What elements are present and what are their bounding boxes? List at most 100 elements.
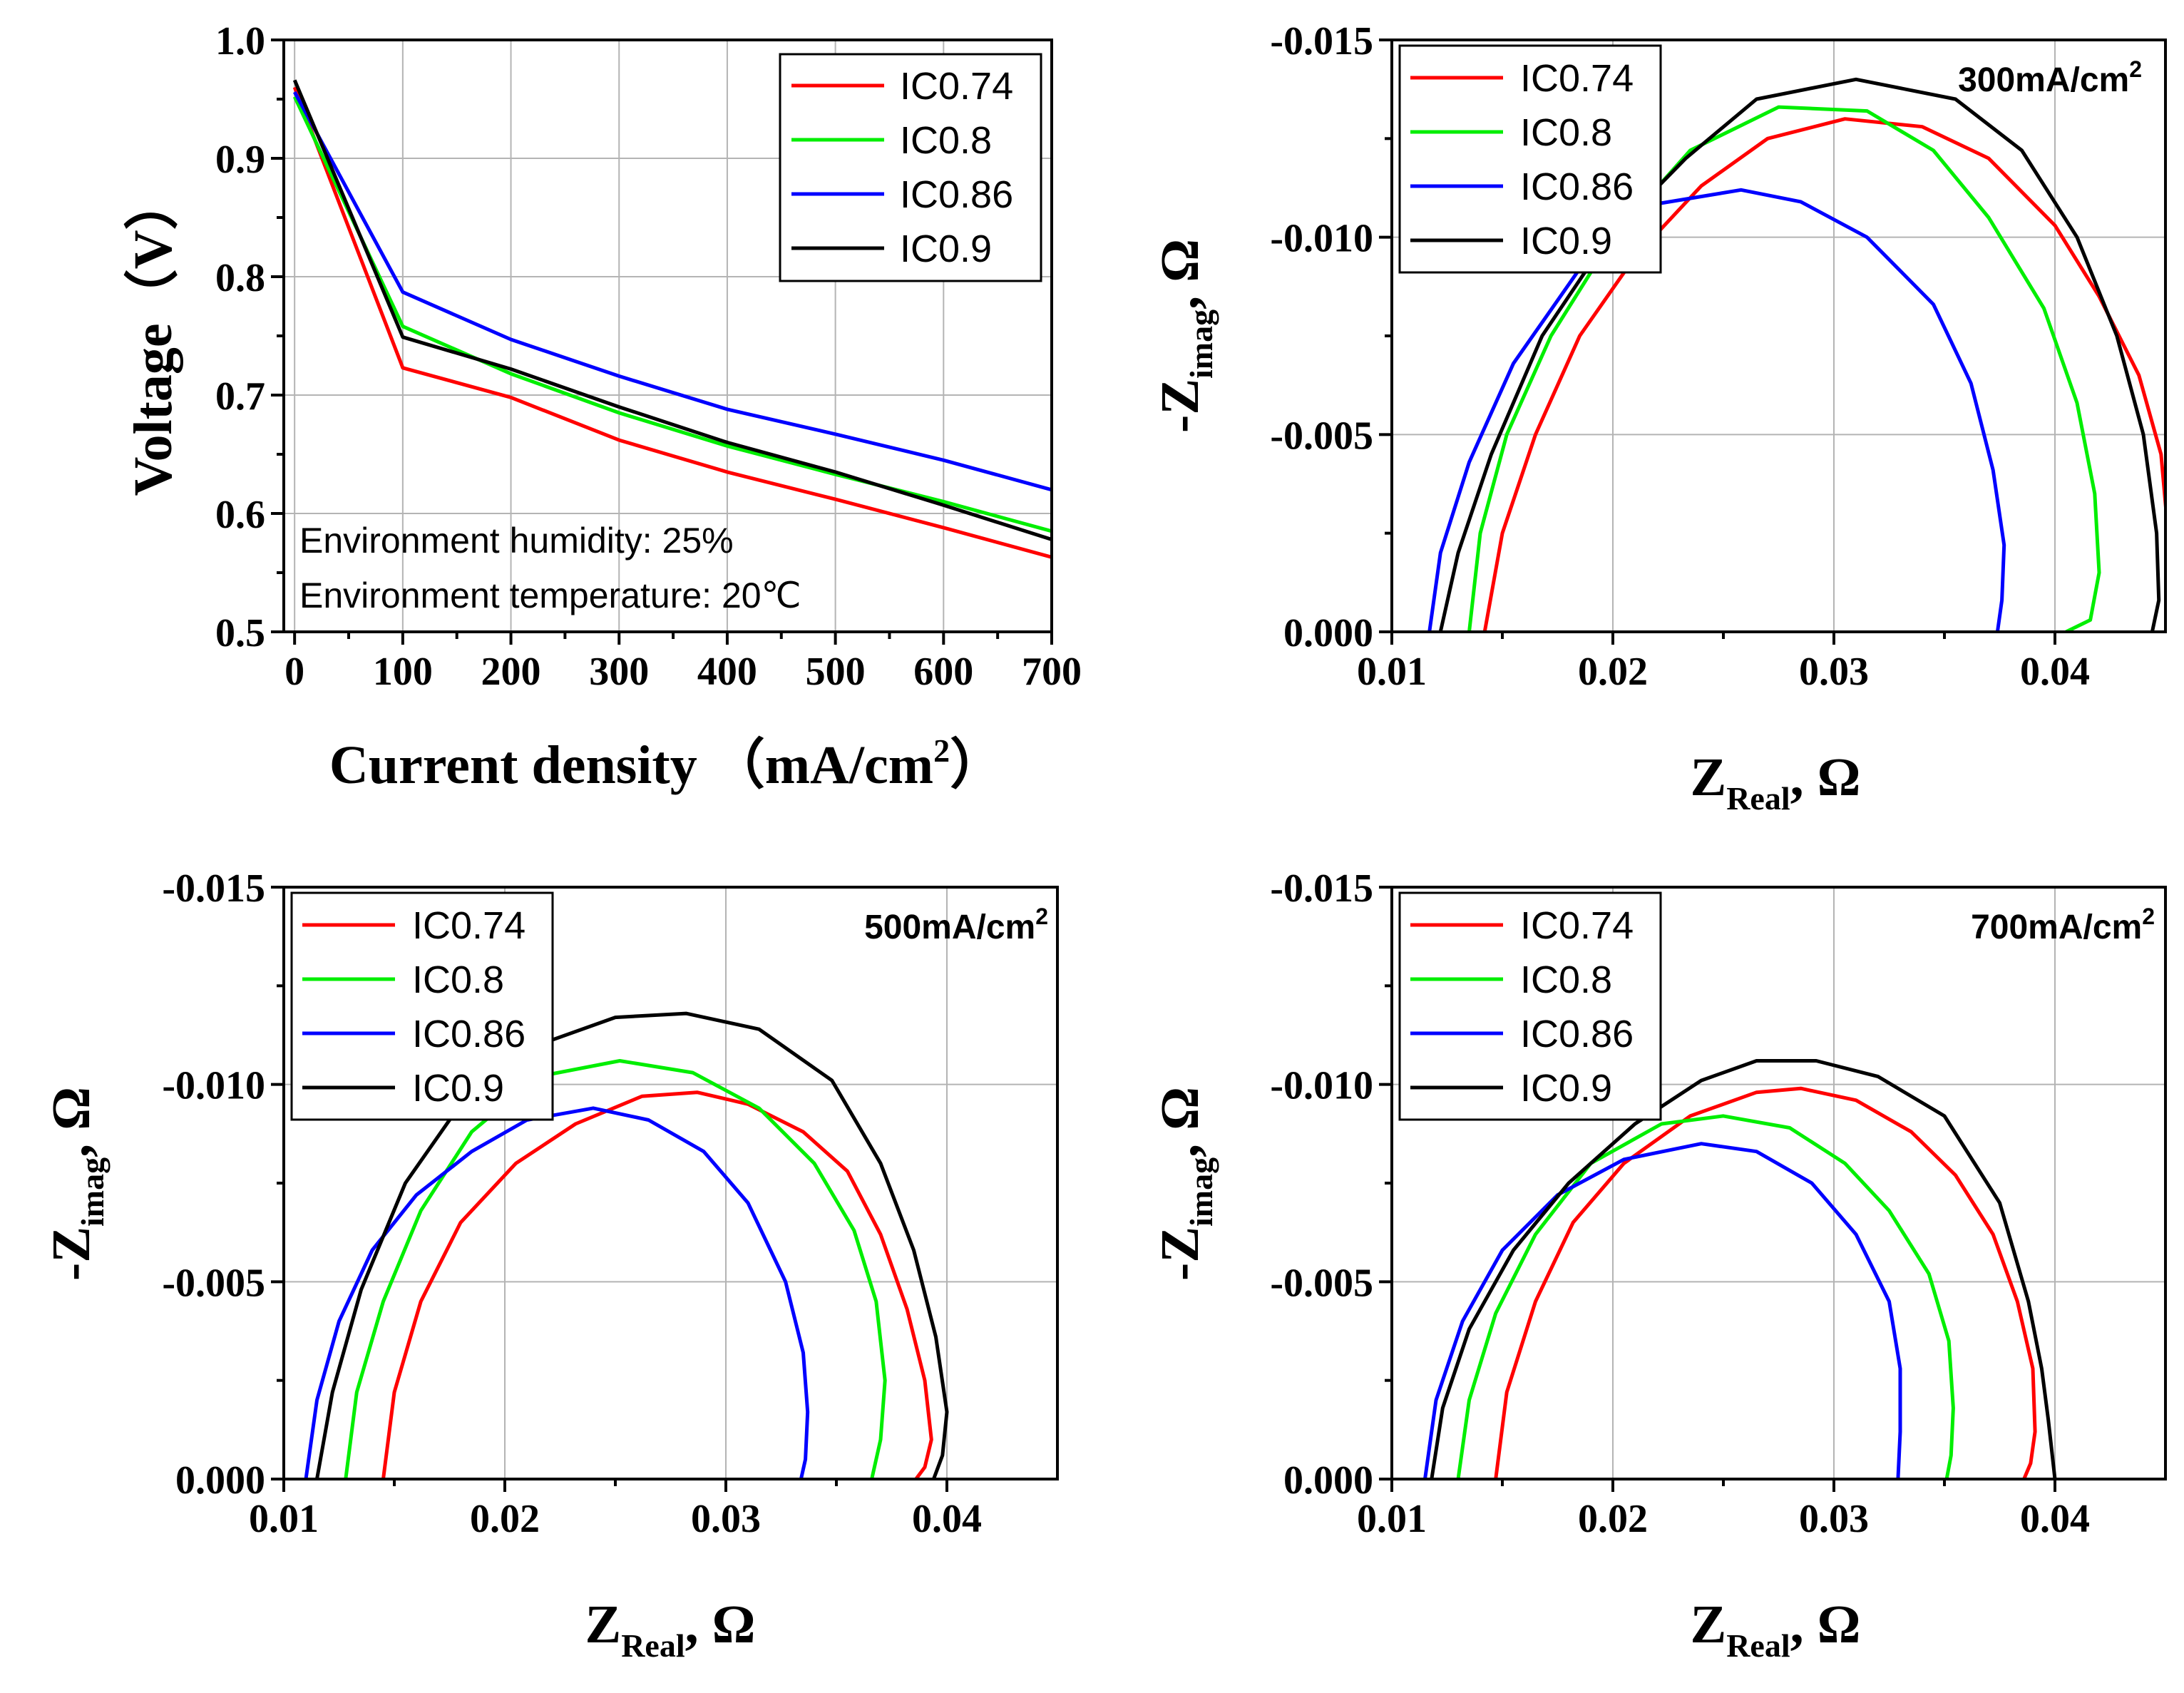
y-tick-label: 1.0 [215,19,265,63]
y-tick-label: -0.015 [1270,866,1373,911]
y-tick-label: -0.015 [162,866,265,911]
y-tick-label: 0.5 [215,611,265,655]
x-tick-label: 0.04 [2020,650,2090,694]
x-axis-title-text: Z [585,1595,622,1654]
x-tick-label: 0.03 [1799,650,1869,694]
series-line-ic074 [292,86,1052,559]
y-axis-title-end: , Ω [1150,1087,1210,1157]
y-tick-label: 0.7 [215,374,265,419]
y-tick-label: -0.015 [1270,19,1373,63]
y-tick-label: -0.005 [1270,1261,1373,1305]
legend: IC0.74 IC0.8 IC0.86 IC0.9 [779,53,1042,282]
x-tick-label: 500 [806,650,866,694]
current-density-text: 300mA/cm [1958,61,2129,99]
legend-label-ic074: IC0.74 [1520,57,1634,100]
x-axis-title: ZReal, Ω [1691,747,1861,817]
legend-box [1398,44,1662,274]
ticks: 0.01 0.02 0.03 0.04 0.000 -0.005 -0.010 -0.015 [1270,19,2090,694]
legend-label-ic09: IC0.9 [900,227,992,270]
annotation-humidity: Environment humidity: 25% [299,521,734,561]
x-tick-label: 100 [373,650,433,694]
y-axis-title-text: -Z [1150,1227,1210,1281]
y-axis-title: Voltage（V） [123,176,183,496]
x-axis-title: ZReal, Ω [585,1595,756,1664]
eis-700-panel: 0.01 0.02 0.03 0.040.000-0.005-0.010-0.015 … [1150,866,2167,1664]
y-axis-title-text: -Z [1150,379,1210,433]
x-axis-title-sub: Real [1726,1627,1790,1664]
x-axis-title-sup: 2 [933,732,950,769]
legend-label-ic086: IC0.86 [900,173,1013,216]
x-axis-title-end: , Ω [685,1595,756,1654]
x-tick-label: 700 [1022,650,1082,694]
current-density-label: 300mA/cm2 [1958,56,2142,99]
series-line-ic086 [1427,188,2006,632]
y-tick-label: -0.010 [1270,217,1373,261]
y-axis-title: -Zimag, Ω [41,1087,111,1281]
legend-box [779,53,1042,282]
legend-box [1398,891,1662,1121]
x-tick-label: 0.03 [691,1497,761,1541]
x-axis-title-text: Z [1691,1595,1727,1654]
x-axis-title-sub: Real [621,1627,685,1664]
y-axis-title-end: , Ω [1150,239,1210,310]
x-tick-label: 0.02 [470,1497,540,1541]
y-tick-label: 0.6 [215,493,265,537]
x-axis-title-end: ） [950,735,1004,795]
x-axis-title-text: Z [1691,747,1727,807]
y-axis-title: -Zimag, Ω [1150,239,1219,433]
legend-label-ic086: IC0.86 [412,1013,526,1055]
series-line-ic086 [304,1106,810,1479]
y-tick-label: -0.005 [1270,414,1373,458]
x-tick-label: 400 [697,650,757,694]
x-tick-label: 0.01 [1357,1497,1427,1541]
series-group [1423,1059,2057,1479]
polarization-panel: 0 100 200 300 400 500 600 700 0.5 0.6 0.7 0.8 0.9 1.0… [123,19,1082,795]
series-line-ic09 [1430,1059,2057,1479]
y-axis-title-sub: imag [1183,310,1219,379]
legend-label-ic08: IC0.8 [900,119,992,162]
series-line-ic08 [344,1059,887,1479]
series-line-ic08 [1456,1114,1955,1479]
legend-box [290,891,554,1121]
x-tick-label: 300 [589,650,649,694]
y-axis-title-text: -Z [41,1227,101,1281]
x-tick-label: 0.04 [2020,1497,2090,1541]
x-tick-label: 0 [284,650,304,694]
y-axis-title: -Zimag, Ω [1150,1087,1219,1281]
current-density-sup: 2 [1035,904,1048,929]
legend-label-ic09: IC0.9 [412,1067,504,1110]
legend: IC0.74 IC0.8 IC0.86 IC0.9 [1398,44,1662,274]
series-line-ic09 [1438,77,2161,632]
ticks: 0.01 0.02 0.03 0.04 0.000 -0.005 -0.010 -0.015 [1270,866,2090,1541]
legend-label-ic08: IC0.8 [1520,111,1612,154]
legend-label-ic086: IC0.86 [1520,165,1634,208]
y-tick-label: -0.010 [1270,1064,1373,1108]
series-group [304,1011,949,1479]
x-axis-title-end: , Ω [1790,747,1861,807]
series-line-ic086 [293,91,1052,492]
x-tick-label: 0.01 [249,1497,319,1541]
series-line-ic09 [315,1011,949,1479]
series-group [292,79,1052,559]
current-density-label: 500mA/cm2 [864,904,1048,946]
legend-label-ic086: IC0.86 [1520,1013,1634,1055]
series-group [1427,77,2165,632]
legend-label-ic074: IC0.74 [1520,904,1634,947]
x-tick-label: 0.04 [912,1497,982,1541]
ticks: 0 100 200 300 400 500 600 700 0.5 0.6 0.7 0.8 0.9 1.0 [215,19,1082,694]
y-tick-label: 0.9 [215,138,265,182]
x-axis-title-end: , Ω [1790,1595,1861,1654]
eis-500-panel: 0.01 0.02 0.03 0.040.000-0.005-0.010-0.015 … [41,866,1059,1664]
legend-label-ic074: IC0.74 [412,904,526,947]
x-tick-label: 600 [913,650,973,694]
current-density-sup: 2 [2129,56,2142,82]
y-tick-label: 0.000 [175,1458,265,1503]
legend-label-ic09: IC0.9 [1520,220,1612,262]
y-tick-label: -0.010 [162,1064,265,1108]
x-axis-title: ZReal, Ω [1691,1595,1861,1664]
legend: IC0.74 IC0.8 IC0.86 IC0.9 [290,891,554,1121]
x-tick-label: 200 [481,650,541,694]
legend-label-ic08: IC0.8 [1520,958,1612,1001]
series-line-ic074 [1494,1086,2037,1479]
